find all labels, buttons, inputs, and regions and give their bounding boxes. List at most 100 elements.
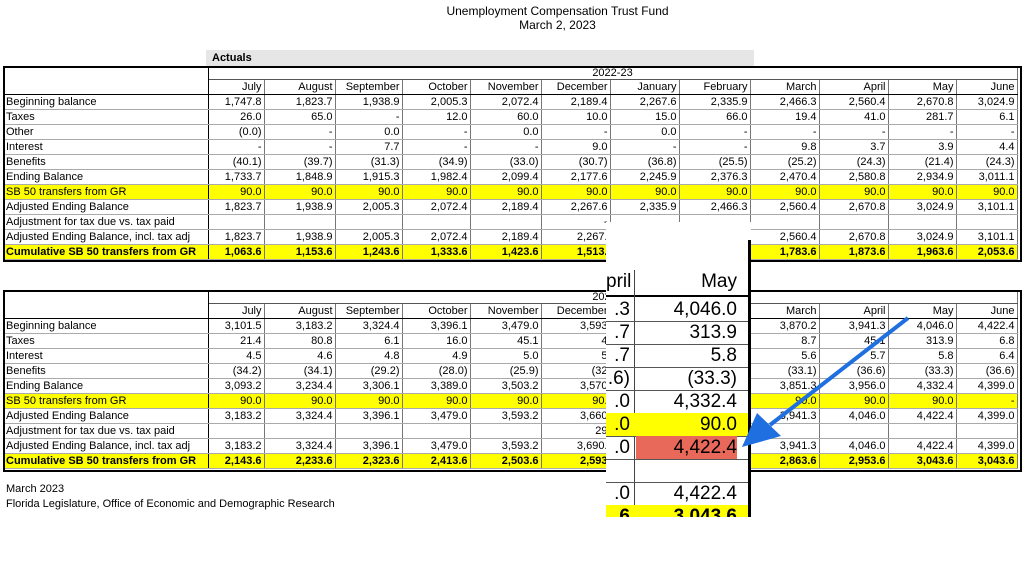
table-cell: 3,593.2: [470, 438, 542, 454]
table-cell: 1,243.6: [335, 244, 403, 260]
table-cell: -: [402, 124, 471, 140]
table-cell: (33.0): [470, 154, 542, 170]
zoom-col-a-header: pril: [606, 271, 632, 292]
table-cell: 2,005.3: [335, 199, 403, 215]
row-label: Adjustment for tax due vs. tax paid: [4, 423, 209, 439]
month-header: April: [819, 79, 889, 95]
table-cell: 4.8: [335, 348, 403, 364]
row-label: Beginning balance: [4, 94, 209, 110]
table-cell: (21.4): [888, 154, 957, 170]
table-cell: 80.8: [264, 333, 336, 349]
table-cell: 4,046.0: [819, 408, 889, 424]
table-cell: 3,851.3: [750, 378, 820, 394]
zoom-row: .6 3,043.6: [606, 505, 748, 517]
table-cell: -: [610, 139, 680, 155]
table-cell: 90.0: [402, 393, 471, 409]
row-label: Adjusted Ending Balance: [4, 408, 209, 424]
table-cell: (25.2): [750, 154, 820, 170]
zoom-row: .6) (33.3): [606, 367, 748, 390]
zoom-cell-may: 3,043.6: [673, 506, 737, 517]
table-cell: 3,479.0: [470, 318, 542, 334]
table-cell: 3,593: [541, 318, 611, 334]
table-cell: 2,099.4: [470, 169, 542, 185]
table-row: Interest - -7.7- -9.0- -9.8 3.7 3.9 4.4: [4, 139, 1018, 155]
table-cell: 4,046.0: [819, 438, 889, 454]
row-label: Adjustment for tax due vs. tax paid: [4, 214, 209, 230]
table-cell: (31.3): [335, 154, 403, 170]
table-cell: 2,072.4: [402, 199, 471, 215]
zoom-row: .7 5.8: [606, 344, 748, 367]
table-cell: 281.7: [888, 109, 957, 125]
table-cell: 1,823.7: [208, 199, 265, 215]
table-cell: [888, 214, 957, 230]
table-cell: 1,153.6: [264, 244, 336, 260]
table-cell: 45.1: [470, 333, 542, 349]
table-cell: (39.7): [264, 154, 336, 170]
row-label: Cumulative SB 50 transfers from GR: [4, 244, 209, 260]
arrow-head: [742, 413, 781, 447]
month-header: April: [819, 303, 889, 319]
zoom-cell-april: .0: [614, 483, 630, 504]
month-header: January: [610, 79, 680, 95]
table-cell: 90.0: [819, 393, 889, 409]
table-cell: (40.1): [208, 154, 265, 170]
report-date: March 2, 2023: [519, 18, 596, 32]
month-header-row: July August September October November Decemb…: [4, 303, 1018, 319]
table-cell: [956, 423, 1018, 439]
table-cell: -: [956, 393, 1018, 409]
table-cell: 1,963.6: [888, 244, 957, 260]
table-cell: 2,053.6: [956, 244, 1018, 260]
zoom-cell-april: .0: [614, 391, 630, 412]
row-label: Cumulative SB 50 transfers from GR: [4, 453, 209, 469]
table-cell: (25.5): [679, 154, 751, 170]
month-header: December: [541, 79, 611, 95]
table-cell: 3,101.1: [956, 199, 1018, 215]
table-cell: 66.0: [679, 109, 751, 125]
table-cell: 2,233.6: [264, 453, 336, 469]
table-cell: 2,072.4: [402, 229, 471, 245]
zoom-row: .0 90.0: [606, 413, 748, 436]
table-cell: [402, 214, 471, 230]
table-cell: 3,593.2: [470, 408, 542, 424]
table-cell: 2,189.4: [541, 94, 611, 110]
table-cell: 9.0: [541, 139, 611, 155]
table-cell: [335, 214, 403, 230]
table-cell: [470, 214, 542, 230]
table-cell: 2,466.3: [679, 199, 751, 215]
table-cell: 90.0: [888, 393, 957, 409]
report-title: Unemployment Compensation Trust Fund: [446, 4, 669, 18]
table-cell: 90.0: [335, 184, 403, 200]
table-row: Beginning balance 1,747.8 1,823.7 1,938.9 2,…: [4, 94, 1018, 110]
zoom-cell-may: 4,332.4: [673, 391, 737, 412]
table-cell: 2,267.: [541, 229, 611, 245]
table-cell: 90.0: [888, 184, 957, 200]
table-cell: 3,396.1: [402, 318, 471, 334]
month-header-row: July August September October November Decemb…: [4, 79, 1018, 95]
table-row: Adjusted Ending Balance 1,823.7 1,938.9 2,0…: [4, 199, 1018, 215]
table-row: Other (0.0) -0.0-0.0-0.0- - - - -: [4, 124, 1018, 140]
fiscal-table-2022-23: 2022-23 July August September October Novembe…: [4, 67, 1018, 260]
zoom-row: .3 4,046.0: [606, 298, 748, 321]
table-cell: 5.0: [470, 348, 542, 364]
table-cell: 19.4: [750, 109, 820, 125]
table-cell: 2,177.6: [541, 169, 611, 185]
table-cell: 2,267.6: [610, 94, 680, 110]
table-cell: 3,101.5: [208, 318, 265, 334]
row-label: SB 50 transfers from GR: [4, 184, 209, 200]
table-cell: (36.8): [610, 154, 680, 170]
row-label: Adjusted Ending Balance, incl. tax adj: [4, 229, 209, 245]
table-cell: [264, 214, 336, 230]
table-cell: [819, 214, 889, 230]
table-cell: 41.0: [819, 109, 889, 125]
table-cell: -: [470, 139, 542, 155]
table-cell: 3,389.0: [402, 378, 471, 394]
table-cell: [335, 423, 403, 439]
table-cell: 3,093.2: [208, 378, 265, 394]
table-cell: 1,783.6: [750, 244, 820, 260]
table-cell: -: [679, 124, 751, 140]
table-cell: (36.6): [956, 363, 1018, 379]
table-row: Benefits (40.1) (39.7) (31.3) (34.9) (33.0) (3…: [4, 154, 1018, 170]
table-cell: 4,399.0: [956, 378, 1018, 394]
table-cell: 2,323.6: [335, 453, 403, 469]
row-label: SB 50 transfers from GR: [4, 393, 209, 409]
